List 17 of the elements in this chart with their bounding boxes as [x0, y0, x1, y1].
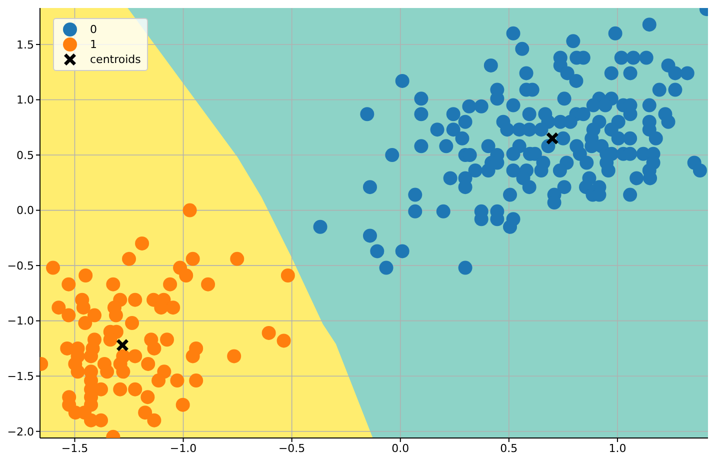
- x-tick-label: −0.5: [278, 442, 306, 455]
- legend-label: 1: [90, 37, 97, 52]
- y-tick-label: 0.0: [16, 204, 34, 218]
- x-tick-label: 0.5: [500, 442, 518, 455]
- x-tick-label: 1.0: [608, 442, 626, 455]
- legend-label: 0: [90, 22, 97, 37]
- y-tick-label: −1.5: [7, 370, 34, 384]
- y-tick-label: −2.0: [7, 425, 34, 438]
- y-tick-label: 1.0: [16, 94, 34, 107]
- y-tick-label: 1.5: [16, 38, 34, 52]
- x-tick-label: −1.0: [170, 442, 197, 455]
- x-tick-label: −1.5: [61, 442, 88, 455]
- y-tick-label: −0.5: [7, 259, 34, 272]
- x-tick-label: 0.0: [392, 442, 410, 455]
- y-tick-label: 0.5: [16, 148, 34, 162]
- legend-label: centroids: [90, 52, 141, 67]
- y-tick-label: −1.0: [7, 314, 34, 328]
